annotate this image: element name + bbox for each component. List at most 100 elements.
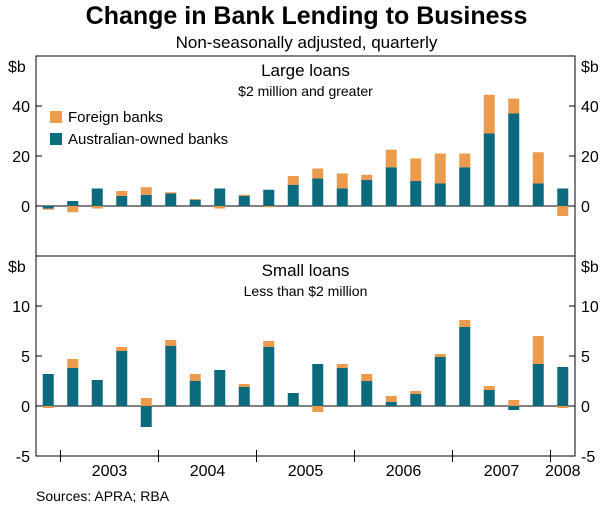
bar-australian xyxy=(532,183,544,206)
bar-foreign xyxy=(459,153,471,168)
bar-foreign xyxy=(532,336,544,364)
bar-australian xyxy=(483,133,495,206)
y-tick-label-right: 0 xyxy=(581,399,590,416)
bar-foreign xyxy=(238,384,250,387)
bar-foreign xyxy=(508,400,520,406)
y-tick-label-left: 0 xyxy=(21,399,30,416)
bar-foreign xyxy=(312,406,324,412)
bar-australian xyxy=(214,188,226,206)
bar-foreign xyxy=(287,176,299,185)
bar-foreign xyxy=(361,374,373,381)
y-unit-right: $b xyxy=(581,259,599,276)
bar-australian xyxy=(67,368,79,406)
bar-foreign xyxy=(238,194,250,196)
bar-australian xyxy=(410,181,422,206)
y-tick-label-right: 40 xyxy=(581,99,599,116)
bar-australian xyxy=(140,194,152,206)
bar-foreign xyxy=(557,206,569,216)
panel-subtitle: $2 million and greater xyxy=(238,83,373,99)
y-tick-label-left: 10 xyxy=(12,299,30,316)
bar-australian xyxy=(91,380,103,406)
y-tick-label-left: 20 xyxy=(12,149,30,166)
bar-foreign xyxy=(312,168,324,179)
x-tick-label: 2004 xyxy=(190,463,226,480)
bar-australian xyxy=(361,179,373,206)
y-tick-label-left: 40 xyxy=(12,99,30,116)
bar-australian xyxy=(410,394,422,406)
bar-australian xyxy=(116,351,128,406)
legend-label: Australian-owned banks xyxy=(68,131,228,148)
bar-australian xyxy=(238,196,250,206)
bar-foreign xyxy=(263,341,275,347)
bar-australian xyxy=(116,196,128,206)
bar-australian xyxy=(483,390,495,406)
y-tick-label-right: 5 xyxy=(581,349,590,366)
bar-australian xyxy=(42,206,54,209)
chart-title: Change in Bank Lending to Business xyxy=(85,2,528,30)
bar-foreign xyxy=(165,192,177,194)
bar-australian xyxy=(459,327,471,406)
bar-australian xyxy=(67,201,79,206)
bar-australian xyxy=(189,381,201,406)
bar-foreign xyxy=(532,152,544,184)
bar-foreign xyxy=(263,206,275,208)
bar-foreign xyxy=(42,406,54,408)
bar-australian xyxy=(459,167,471,206)
bar-foreign xyxy=(557,406,569,408)
x-tick-label: 2007 xyxy=(484,463,520,480)
bar-foreign xyxy=(385,396,397,402)
bar-foreign xyxy=(42,208,54,210)
bar-foreign xyxy=(67,359,79,368)
y-tick-label-right: 10 xyxy=(581,299,599,316)
y-tick-label-left: -5 xyxy=(16,449,30,466)
bar-foreign xyxy=(140,398,152,406)
bar-australian xyxy=(336,188,348,206)
bar-australian xyxy=(508,113,520,206)
bar-australian xyxy=(557,367,569,406)
bar-australian xyxy=(140,406,152,427)
bar-australian xyxy=(287,184,299,206)
bar-australian xyxy=(238,387,250,406)
panel-subtitle: Less than $2 million xyxy=(244,283,368,299)
bar-australian xyxy=(189,199,201,206)
legend-swatch xyxy=(50,111,62,123)
x-tick-label: 2005 xyxy=(288,463,324,480)
y-tick-label-right: -5 xyxy=(581,449,595,466)
bar-australian xyxy=(434,183,446,206)
bar-australian xyxy=(263,189,275,206)
bar-australian xyxy=(165,346,177,406)
panel-title: Large loans xyxy=(261,61,350,80)
bar-foreign xyxy=(410,158,422,181)
bar-foreign xyxy=(459,320,471,327)
y-unit-left: $b xyxy=(8,259,26,276)
bar-australian xyxy=(434,357,446,406)
bar-foreign xyxy=(165,340,177,346)
bar-foreign xyxy=(189,374,201,381)
bar-foreign xyxy=(67,206,79,213)
bar-foreign xyxy=(116,347,128,351)
bar-foreign xyxy=(434,153,446,184)
bar-foreign xyxy=(214,206,226,209)
bar-foreign xyxy=(91,206,103,209)
bar-foreign xyxy=(483,386,495,390)
y-tick-label-left: 5 xyxy=(21,349,30,366)
y-tick-label-right: 20 xyxy=(581,149,599,166)
chart-subtitle: Non-seasonally adjusted, quarterly xyxy=(175,33,438,52)
bar-australian xyxy=(91,188,103,206)
bar-australian xyxy=(165,193,177,206)
bar-australian xyxy=(312,178,324,206)
bar-australian xyxy=(557,188,569,206)
bar-australian xyxy=(42,374,54,406)
bar-foreign xyxy=(434,354,446,357)
bar-foreign xyxy=(410,391,422,394)
bar-foreign xyxy=(385,149,397,168)
bar-australian xyxy=(385,167,397,206)
y-unit-left: $b xyxy=(8,59,26,76)
bar-foreign xyxy=(189,199,201,200)
y-unit-right: $b xyxy=(581,59,599,76)
bar-australian xyxy=(214,370,226,406)
bar-foreign xyxy=(483,94,495,134)
bar-australian xyxy=(385,402,397,406)
